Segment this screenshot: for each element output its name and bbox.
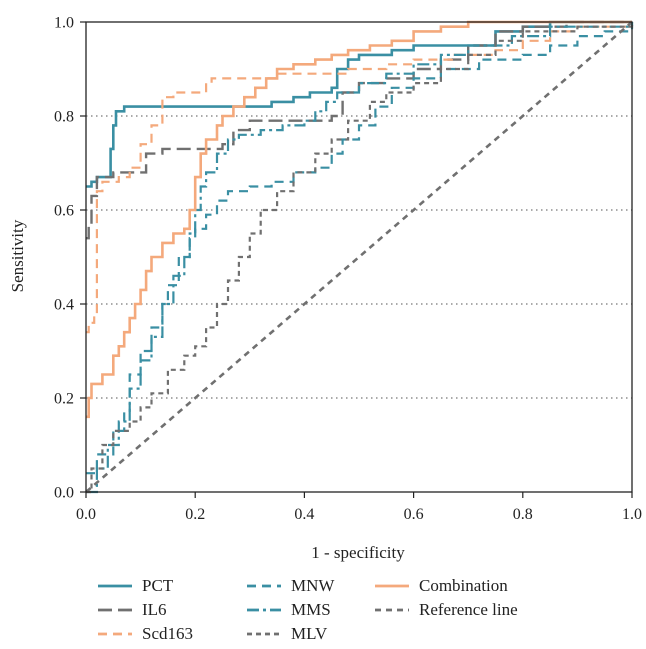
x-tick-label: 0.0 <box>76 506 96 523</box>
series-line-mlv <box>86 22 634 494</box>
x-tick-label: 0.6 <box>404 506 424 523</box>
legend-item-reference-line: Reference line <box>375 600 518 619</box>
legend-label: PCT <box>142 576 174 595</box>
x-tick-label: 0.8 <box>513 506 533 523</box>
legend-label: MNW <box>291 576 335 595</box>
legend-item-il6: IL6 <box>98 600 167 619</box>
x-tick-label: 0.4 <box>294 506 314 523</box>
y-tick-label: 0.8 <box>54 109 74 126</box>
axes <box>85 21 633 493</box>
x-tick-label: 1.0 <box>622 506 642 523</box>
y-tick-label: 0.6 <box>54 203 74 220</box>
y-tick-label: 0.2 <box>54 391 74 408</box>
tick-labels: 0.0 0.2 0.4 0.6 0.8 1.0 0.0 0.2 0.4 0.6 0.8 1.0 <box>54 15 642 524</box>
x-tick-label: 0.2 <box>185 506 205 523</box>
legend-label: Scd163 <box>142 624 193 643</box>
legend-item-scd163: Scd163 <box>98 624 193 643</box>
series-line-mms <box>86 22 634 494</box>
plot-frame <box>85 21 633 493</box>
legend-item-mlv: MLV <box>247 624 328 643</box>
legend-item-mnw: MNW <box>247 576 335 595</box>
series-line-scd163 <box>86 22 634 334</box>
series-line-combination <box>86 20 632 419</box>
legend-item-mms: MMS <box>247 600 331 619</box>
y-tick-label: 0.0 <box>54 485 74 502</box>
legend-label: MLV <box>291 624 328 643</box>
legend-item-pct: PCT <box>98 576 174 595</box>
legend: PCT IL6 Scd163 MNW MMS MLV Combination Referenc… <box>98 576 518 643</box>
legend-label: Reference line <box>419 600 518 619</box>
legend-label: Combination <box>419 576 508 595</box>
roc-curves <box>85 20 634 494</box>
x-axis-label: 1 - specificity <box>311 543 405 562</box>
legend-item-combination: Combination <box>375 576 508 595</box>
y-tick-label: 0.4 <box>54 297 74 314</box>
legend-label: IL6 <box>142 600 167 619</box>
y-tick-label: 1.0 <box>54 15 74 32</box>
y-axis-label: Sensitivity <box>8 219 27 292</box>
legend-label: MMS <box>291 600 331 619</box>
gridlines <box>86 115 632 399</box>
series-line-mnw <box>86 22 634 475</box>
series-line-il6 <box>86 20 632 240</box>
